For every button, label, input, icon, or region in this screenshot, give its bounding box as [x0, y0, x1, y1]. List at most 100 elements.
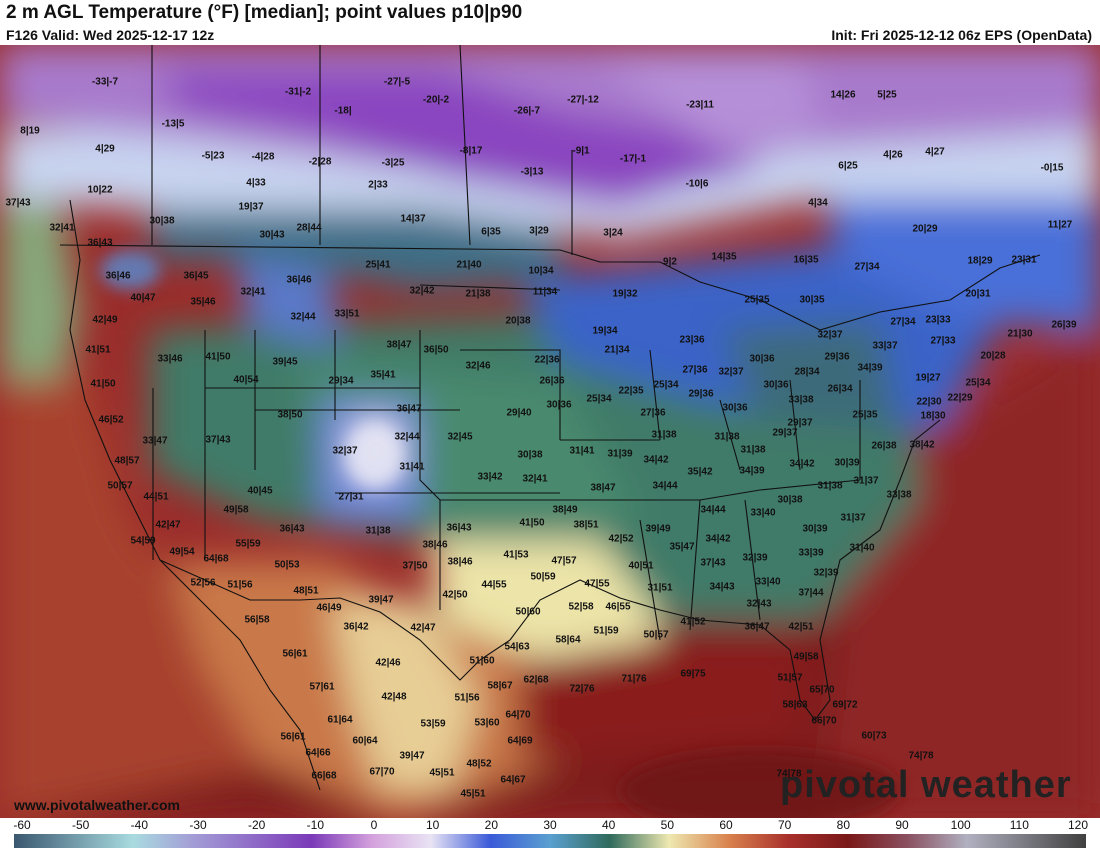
point-value: 50|59 [530, 571, 556, 583]
point-value: 10|34 [528, 265, 554, 277]
colorbar-tick-label: -60 [13, 818, 31, 832]
point-value: 35|47 [669, 541, 695, 553]
point-value: 53|60 [474, 717, 500, 729]
point-value: 74|78 [776, 768, 802, 780]
colorbar-tick-label: -40 [130, 818, 148, 832]
point-value: 40|45 [247, 485, 273, 497]
point-value: 32|41 [522, 473, 548, 485]
point-value: 26|38 [871, 440, 897, 452]
point-value: 31|39 [607, 448, 633, 460]
point-value: 35|42 [687, 466, 713, 478]
point-value: 35|41 [370, 369, 396, 381]
point-value: 33|38 [788, 394, 814, 406]
point-value: -10|6 [685, 178, 709, 190]
point-value: 31|37 [840, 512, 866, 524]
point-value: 25|41 [365, 259, 391, 271]
point-value: 21|40 [456, 259, 482, 271]
point-value: 52|56 [190, 577, 216, 589]
point-value: 50|53 [274, 559, 300, 571]
point-value: 27|34 [854, 261, 880, 273]
point-value: 44|55 [481, 579, 507, 591]
point-value: 66|68 [311, 770, 337, 782]
colorbar-tick-label: 30 [543, 818, 557, 832]
point-value: -23|11 [686, 99, 714, 111]
point-value: 6|35 [481, 226, 501, 238]
point-value: 14|35 [711, 251, 737, 263]
point-value: 36|42 [343, 621, 369, 633]
point-value: 14|26 [830, 89, 856, 101]
point-value: 67|70 [369, 766, 395, 778]
point-value: 51|56 [227, 579, 253, 591]
point-value: 32|46 [465, 360, 491, 372]
point-value: 38|42 [909, 439, 935, 451]
point-value: 33|47 [142, 435, 168, 447]
colorbar-tick-label: 50 [660, 818, 675, 832]
colorbar-tick-label: 20 [484, 818, 499, 832]
point-value: 29|34 [328, 375, 354, 387]
point-value: 27|36 [640, 407, 666, 419]
point-value: 21|30 [1007, 328, 1033, 340]
point-value: 30|43 [259, 229, 285, 241]
point-value: 33|39 [798, 547, 824, 559]
point-value: 36|50 [423, 344, 449, 356]
point-value: 37|44 [798, 587, 824, 599]
point-value: 34|39 [739, 465, 765, 477]
point-value: 2|33 [368, 179, 388, 191]
point-value: 41|51 [85, 344, 111, 356]
point-value: 20|28 [980, 350, 1006, 362]
point-value: 66|70 [811, 715, 837, 727]
point-value: 54|63 [504, 641, 530, 653]
point-value: 30|35 [799, 294, 825, 306]
point-value: 32|37 [332, 445, 358, 457]
point-value: 51|60 [469, 655, 495, 667]
point-value: 27|34 [890, 316, 916, 328]
website-link[interactable]: www.pivotalweather.com [14, 797, 180, 813]
point-value: 41|52 [680, 616, 706, 628]
point-value: 50|57 [643, 629, 669, 641]
point-value: 60|64 [352, 735, 378, 747]
point-value: 37|43 [5, 197, 31, 209]
point-value: 71|76 [621, 673, 647, 685]
point-value: 56|61 [280, 731, 306, 743]
point-value: 30|36 [546, 399, 572, 411]
point-value: 51|57 [777, 672, 803, 684]
point-value: 25|35 [744, 294, 770, 306]
point-value: 47|57 [551, 555, 577, 567]
point-value: 38|49 [552, 504, 578, 516]
temperature-map[interactable]: -33|-7 -27|-5 -31|-2 -20|-2 -18| -27|-12 -26|-… [0, 45, 1100, 818]
point-value: 21|34 [604, 344, 630, 356]
point-value: 14|37 [400, 213, 426, 225]
point-value: 22|30 [916, 396, 942, 408]
point-value: 30|38 [517, 449, 543, 461]
point-value: 18|29 [967, 255, 993, 267]
point-value: 42|50 [442, 589, 468, 601]
point-value: 32|42 [409, 285, 435, 297]
point-value: 37|50 [402, 560, 428, 572]
point-value: 30|39 [802, 523, 828, 535]
point-value: 29|37 [787, 417, 813, 429]
point-value: 3|24 [603, 227, 623, 239]
point-value: 27|36 [682, 364, 708, 376]
point-value: 26|34 [827, 383, 853, 395]
point-value: 49|54 [169, 546, 195, 558]
point-value: 21|38 [465, 288, 491, 300]
point-value: 29|36 [688, 388, 714, 400]
point-value: 39|49 [645, 523, 671, 535]
point-value: 36|46 [105, 270, 131, 282]
point-value: 55|59 [235, 538, 261, 550]
point-value: 20|31 [965, 288, 991, 300]
point-value: 41|50 [519, 517, 545, 529]
point-value: 42|52 [608, 533, 634, 545]
point-value: 8|19 [20, 125, 40, 137]
point-value: -17|-1 [619, 153, 647, 165]
point-value: 38|47 [386, 339, 412, 351]
point-value: 33|38 [886, 489, 912, 501]
init-time: Init: Fri 2025-12-12 06z EPS (OpenData) [831, 27, 1092, 43]
point-value: 30|39 [834, 457, 860, 469]
point-value: -0|15 [1040, 162, 1064, 174]
point-value: -4|28 [251, 151, 275, 163]
point-value: 37|43 [700, 557, 726, 569]
point-value: 53|59 [420, 718, 446, 730]
point-value: 36|45 [183, 270, 209, 282]
point-value: 49|58 [793, 651, 819, 663]
